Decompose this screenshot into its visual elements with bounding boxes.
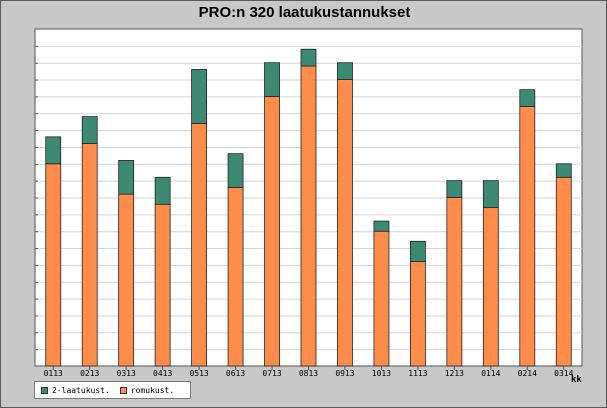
bar-romukust-0214 [519, 106, 536, 367]
x-tick-label: 0314 [554, 369, 573, 378]
bar-romukust-0613 [227, 186, 244, 367]
x-tick-label: 0213 [80, 369, 99, 378]
bar-romukust-0213 [81, 143, 98, 367]
chart-title: PRO:n 320 laatukustannukset [198, 4, 411, 21]
bar-2-laatukust-0213 [81, 116, 98, 144]
bar-romukust-0114 [482, 207, 499, 367]
x-tick-label: 0813 [299, 369, 318, 378]
x-tick-label: 0214 [518, 369, 537, 378]
bar-2-laatukust-0214 [519, 89, 536, 107]
legend: 2-laatukust. romukust. [34, 381, 192, 399]
x-tick-label: 0713 [262, 369, 281, 378]
bar-romukust-1113 [409, 261, 426, 367]
bar-2-laatukust-1213 [446, 180, 463, 198]
legend-entry-romukust: romukust. [119, 385, 175, 395]
x-tick-label: 0413 [153, 369, 172, 378]
bar-romukust-0513 [191, 122, 208, 367]
bar-2-laatukust-1013 [373, 220, 390, 232]
legend-swatch-2-laatukust [41, 386, 48, 394]
x-tick-label: 1113 [408, 369, 427, 378]
bar-romukust-1013 [373, 230, 390, 367]
bar-romukust-0313 [118, 193, 135, 367]
bar-romukust-0913 [337, 79, 353, 367]
bar-2-laatukust-0913 [337, 62, 353, 80]
bar-2-laatukust-0313 [118, 160, 135, 195]
bar-romukust-0413 [154, 203, 171, 367]
bar-romukust-0314 [555, 176, 572, 367]
x-tick-label: 0313 [117, 369, 136, 378]
x-tick-label: 0513 [189, 369, 208, 378]
bar-2-laatukust-1113 [409, 240, 426, 262]
bar-2-laatukust-0413 [154, 176, 171, 205]
legend-swatch-romukust [119, 386, 127, 394]
bar-2-laatukust-0114 [482, 180, 499, 209]
bar-2-laatukust-0314 [555, 163, 572, 178]
bar-romukust-0813 [300, 65, 317, 367]
legend-entry-2-laatukust: 2-laatukust. [41, 386, 110, 395]
bar-2-laatukust-0513 [191, 69, 208, 124]
x-tick-label: 1013 [372, 369, 391, 378]
x-tick-label: 1213 [445, 369, 464, 378]
bar-2-laatukust-0613 [227, 153, 244, 188]
bar-romukust-0113 [45, 163, 62, 367]
bar-2-laatukust-0713 [264, 62, 280, 97]
legend-label-2-laatukust: 2-laatukust. [52, 385, 110, 395]
x-tick-label: 0114 [481, 369, 500, 378]
legend-label-romukust: romukust. [130, 385, 175, 395]
bar-romukust-0713 [264, 96, 280, 367]
bar-2-laatukust-0113 [45, 136, 62, 165]
x-axis-label: kk [571, 375, 582, 385]
x-tick-label: 0913 [335, 369, 354, 378]
bar-2-laatukust-0813 [300, 48, 317, 67]
x-tick-label: 0113 [44, 369, 63, 378]
bar-romukust-1213 [446, 197, 463, 367]
x-tick-label: 0613 [226, 369, 245, 378]
